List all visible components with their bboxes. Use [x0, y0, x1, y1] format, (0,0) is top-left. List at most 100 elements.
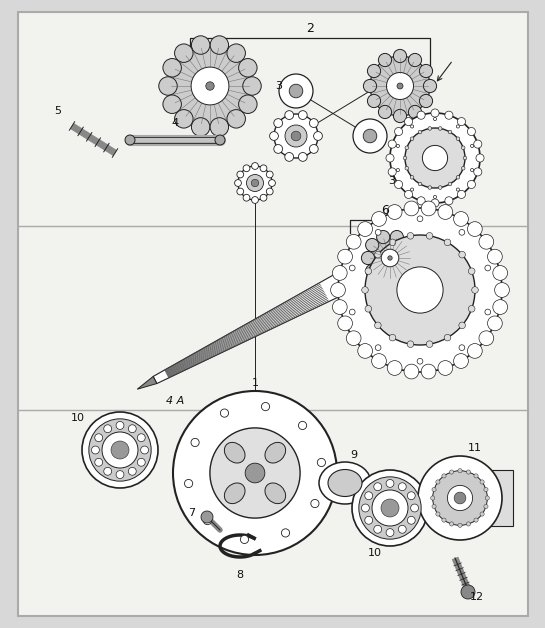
Circle shape [386, 479, 394, 487]
Circle shape [428, 127, 432, 130]
Circle shape [459, 345, 465, 350]
Circle shape [234, 180, 241, 187]
Circle shape [454, 492, 466, 504]
Circle shape [410, 504, 419, 512]
Circle shape [362, 287, 368, 293]
Circle shape [281, 529, 289, 537]
Circle shape [332, 300, 347, 315]
Circle shape [387, 360, 402, 376]
Circle shape [174, 44, 193, 62]
Circle shape [407, 516, 415, 524]
Circle shape [366, 239, 379, 252]
Circle shape [243, 77, 261, 95]
Circle shape [474, 474, 478, 478]
Text: 11: 11 [468, 443, 482, 453]
Circle shape [352, 470, 428, 546]
Text: 6: 6 [381, 204, 389, 217]
Circle shape [426, 341, 433, 347]
Circle shape [141, 446, 149, 454]
Circle shape [246, 175, 263, 192]
Circle shape [459, 251, 465, 258]
Circle shape [493, 300, 507, 315]
Circle shape [125, 135, 135, 145]
Circle shape [372, 212, 386, 226]
Circle shape [393, 109, 407, 122]
Circle shape [82, 412, 158, 488]
Ellipse shape [225, 483, 245, 504]
Circle shape [479, 234, 494, 249]
Circle shape [299, 111, 307, 119]
Circle shape [349, 309, 355, 315]
Circle shape [444, 334, 451, 341]
Circle shape [410, 175, 414, 179]
Circle shape [363, 129, 377, 143]
Circle shape [116, 470, 124, 479]
Circle shape [444, 239, 451, 246]
Circle shape [438, 360, 453, 376]
Circle shape [365, 492, 373, 500]
Circle shape [116, 421, 124, 430]
Circle shape [488, 249, 502, 264]
Circle shape [386, 529, 394, 536]
Circle shape [367, 65, 380, 78]
Circle shape [417, 197, 425, 205]
Circle shape [432, 487, 436, 492]
Circle shape [442, 474, 446, 478]
Circle shape [128, 425, 136, 433]
Circle shape [310, 119, 318, 127]
Circle shape [331, 283, 346, 298]
Text: 10: 10 [71, 413, 85, 423]
Circle shape [285, 125, 307, 147]
Circle shape [456, 137, 460, 141]
Circle shape [203, 516, 211, 524]
Circle shape [237, 188, 244, 195]
Circle shape [285, 153, 294, 161]
Circle shape [410, 125, 414, 128]
Text: 2: 2 [306, 22, 314, 35]
Circle shape [389, 239, 396, 246]
Circle shape [472, 287, 479, 293]
Circle shape [418, 182, 422, 186]
Circle shape [417, 111, 425, 119]
Circle shape [168, 44, 252, 128]
Polygon shape [137, 376, 157, 389]
Text: 3: 3 [275, 81, 282, 91]
Circle shape [361, 504, 370, 512]
Circle shape [374, 322, 381, 328]
Circle shape [418, 456, 502, 540]
Circle shape [462, 166, 465, 170]
Circle shape [418, 130, 422, 134]
Circle shape [239, 58, 257, 77]
Polygon shape [153, 246, 396, 384]
Circle shape [210, 428, 300, 518]
Circle shape [468, 222, 482, 237]
Circle shape [102, 432, 138, 468]
Circle shape [332, 266, 347, 280]
Circle shape [395, 127, 403, 136]
Circle shape [104, 425, 112, 433]
Circle shape [474, 140, 482, 148]
Circle shape [191, 36, 210, 54]
Circle shape [468, 180, 475, 188]
Text: 5: 5 [54, 106, 62, 116]
Circle shape [457, 117, 465, 126]
Circle shape [407, 492, 415, 500]
Circle shape [408, 106, 422, 119]
Ellipse shape [328, 470, 362, 497]
Circle shape [240, 535, 249, 543]
Circle shape [438, 127, 442, 130]
Circle shape [92, 446, 99, 454]
Circle shape [405, 146, 409, 149]
Circle shape [349, 265, 355, 271]
Ellipse shape [265, 483, 286, 504]
Circle shape [95, 434, 102, 441]
Circle shape [389, 334, 396, 341]
Circle shape [173, 391, 337, 555]
Circle shape [185, 479, 193, 487]
Circle shape [346, 331, 361, 345]
Circle shape [405, 166, 409, 170]
Circle shape [398, 483, 406, 490]
Circle shape [397, 267, 443, 313]
Circle shape [388, 168, 396, 176]
Text: 1: 1 [251, 378, 258, 388]
